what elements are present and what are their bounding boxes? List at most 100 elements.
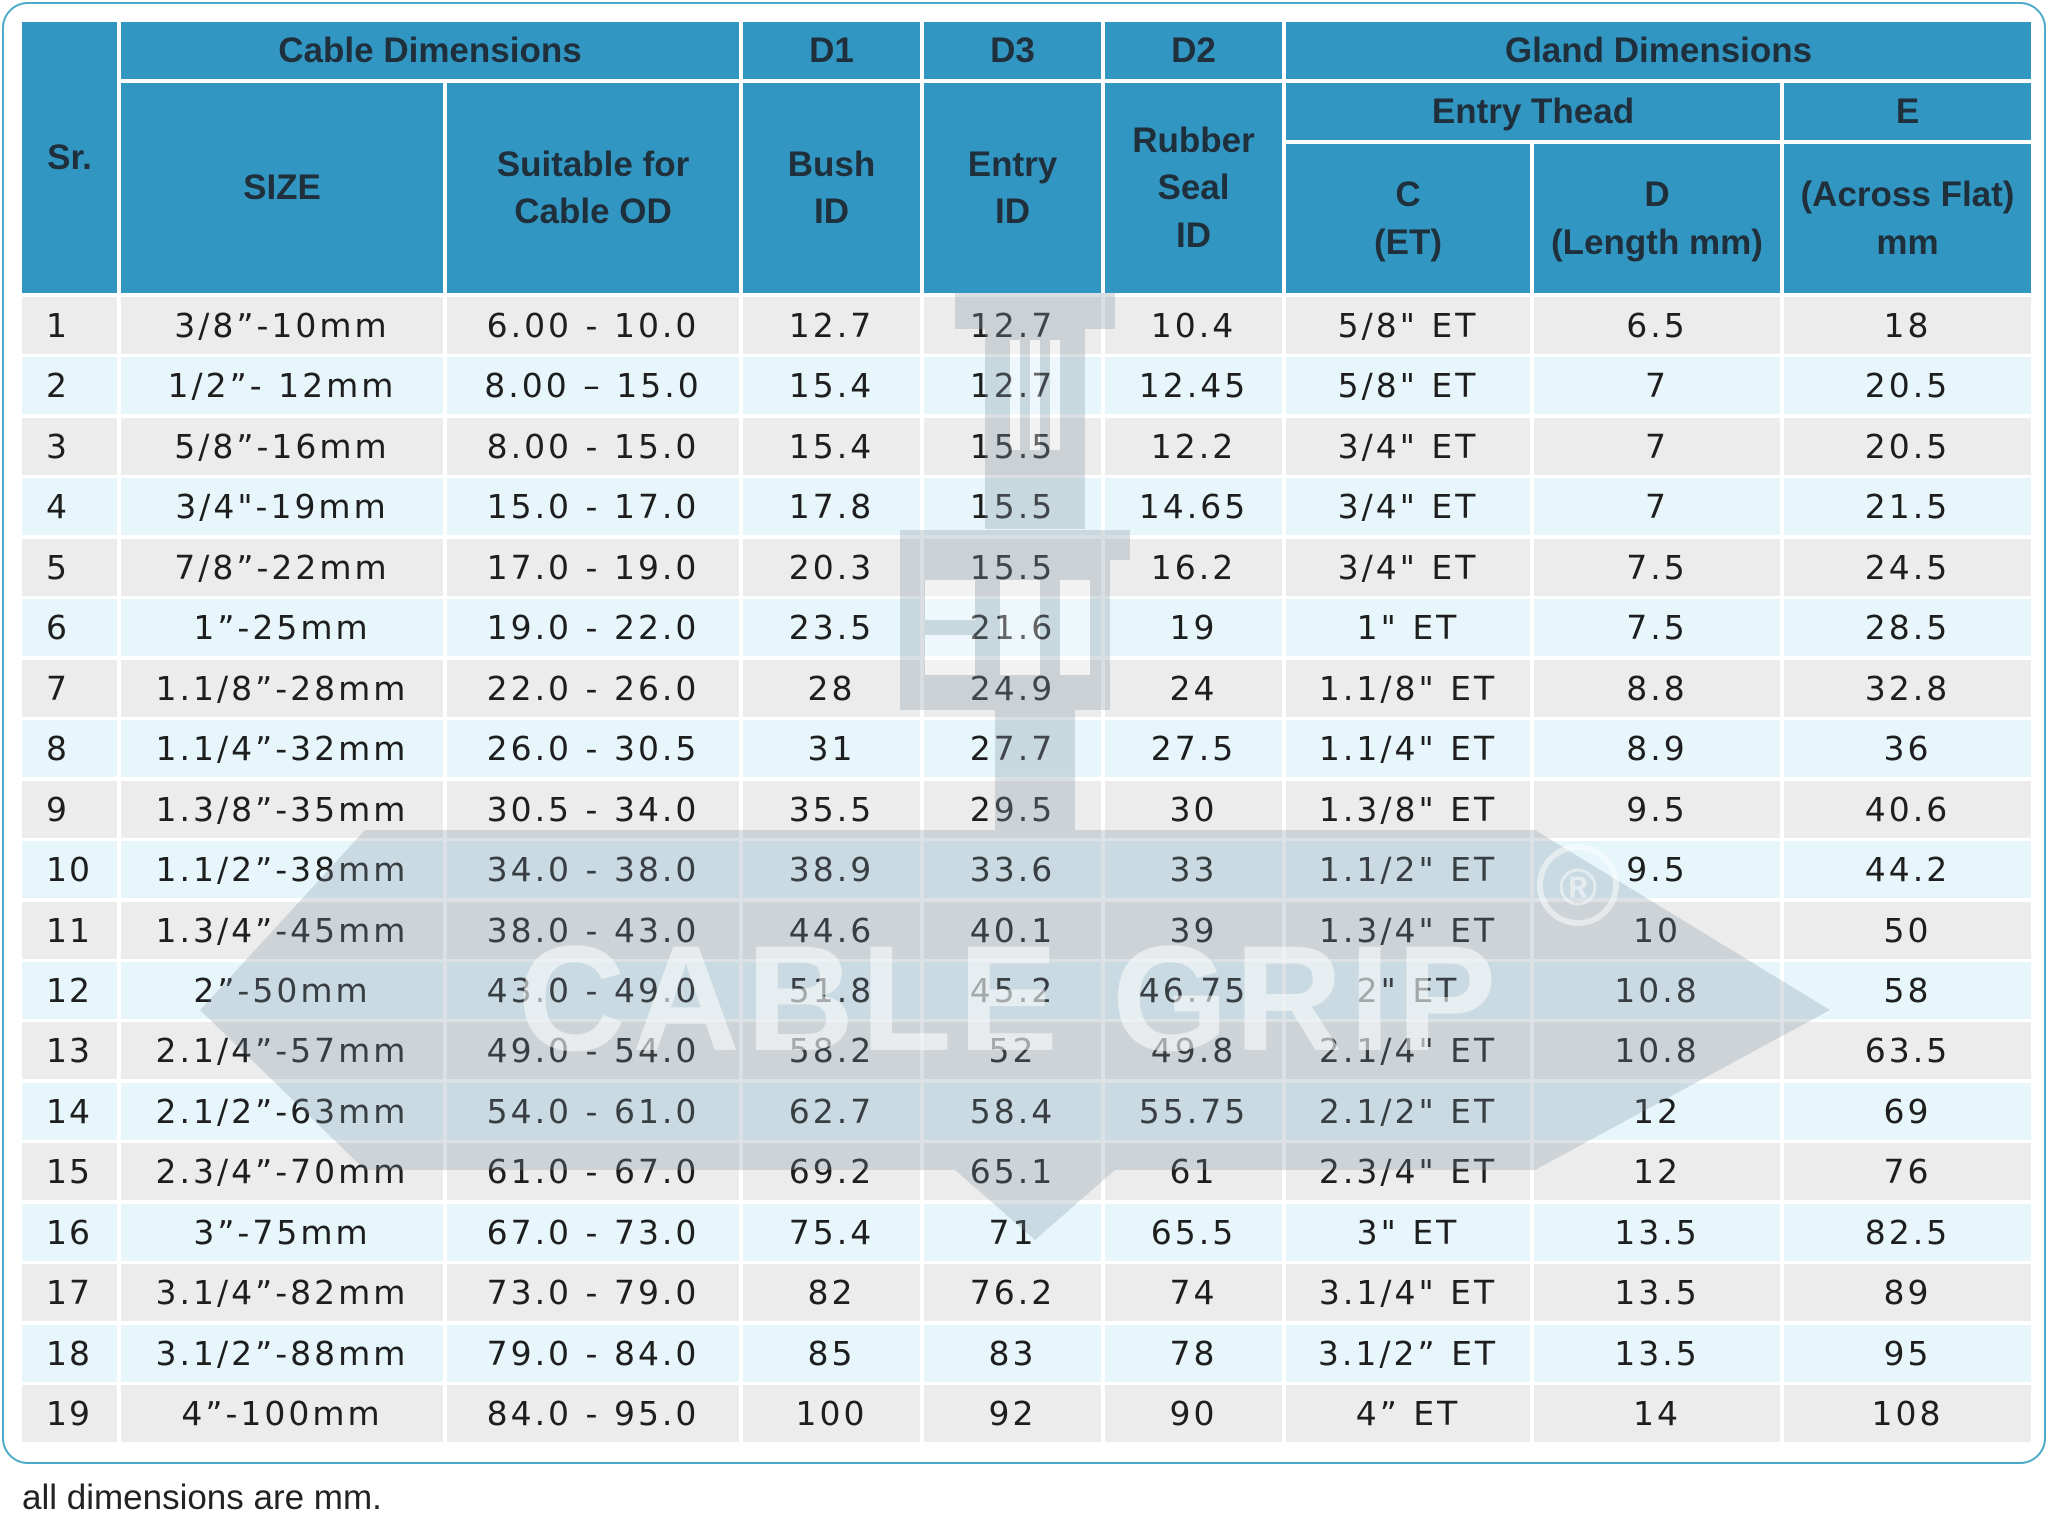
cell-rubber-seal-id: 39 — [1105, 901, 1282, 959]
cell-entry-id: 27.7 — [924, 720, 1101, 778]
cell-size: 2.3/4”-70mm — [121, 1143, 443, 1201]
cell-length: 12 — [1534, 1143, 1780, 1201]
cell-entry-id: 12.7 — [924, 297, 1101, 354]
cell-cable-od: 49.0 - 54.0 — [447, 1022, 739, 1080]
cell-entry-thread: 3/4" ET — [1286, 417, 1530, 475]
cell-across-flat: 36 — [1784, 720, 2031, 778]
cell-entry-thread: 1.1/2" ET — [1286, 841, 1530, 899]
cell-across-flat: 40.6 — [1784, 780, 2031, 838]
cell-cable-od: 26.0 - 30.5 — [447, 720, 739, 778]
cell-entry-thread: 2.1/4" ET — [1286, 1022, 1530, 1080]
cell-rubber-seal-id: 49.8 — [1105, 1022, 1282, 1080]
cell-entry-id: 29.5 — [924, 780, 1101, 838]
header-across-flat: (Across Flat) mm — [1784, 144, 2031, 293]
cell-cable-od: 17.0 - 19.0 — [447, 538, 739, 596]
cell-entry-thread: 1.3/8" ET — [1286, 780, 1530, 838]
cell-entry-thread: 2" ET — [1286, 961, 1530, 1019]
cell-cable-od: 54.0 - 61.0 — [447, 1082, 739, 1140]
cell-across-flat: 108 — [1784, 1385, 2031, 1443]
cell-length: 8.9 — [1534, 720, 1780, 778]
cell-entry-id: 15.5 — [924, 417, 1101, 475]
cell-sr: 18 — [22, 1324, 117, 1382]
cell-entry-thread: 4” ET — [1286, 1385, 1530, 1443]
cell-cable-od: 73.0 - 79.0 — [447, 1264, 739, 1322]
cell-size: 1”-25mm — [121, 599, 443, 657]
cell-entry-id: 40.1 — [924, 901, 1101, 959]
header-d3: D3 — [924, 22, 1101, 79]
footnote: all dimensions are mm. — [22, 1478, 382, 1517]
cell-size: 1.3/4”-45mm — [121, 901, 443, 959]
cell-sr: 8 — [22, 720, 117, 778]
cell-entry-id: 76.2 — [924, 1264, 1101, 1322]
cell-bush-id: 28 — [743, 659, 920, 717]
header-suitable-cable-od: Suitable for Cable OD — [447, 83, 739, 293]
cell-bush-id: 75.4 — [743, 1203, 920, 1261]
cell-size: 7/8”-22mm — [121, 538, 443, 596]
cell-size: 5/8”-16mm — [121, 417, 443, 475]
cell-across-flat: 18 — [1784, 297, 2031, 354]
cell-rubber-seal-id: 61 — [1105, 1143, 1282, 1201]
cell-size: 2.1/4”-57mm — [121, 1022, 443, 1080]
cell-entry-id: 15.5 — [924, 478, 1101, 536]
cell-length: 8.8 — [1534, 659, 1780, 717]
cell-cable-od: 84.0 - 95.0 — [447, 1385, 739, 1443]
cell-entry-id: 33.6 — [924, 841, 1101, 899]
cell-entry-id: 15.5 — [924, 538, 1101, 596]
cell-size: 1.1/4”-32mm — [121, 720, 443, 778]
cell-bush-id: 20.3 — [743, 538, 920, 596]
header-sr: Sr. — [22, 22, 117, 293]
cell-sr: 5 — [22, 538, 117, 596]
cell-bush-id: 35.5 — [743, 780, 920, 838]
cell-across-flat: 28.5 — [1784, 599, 2031, 657]
cell-length: 7 — [1534, 357, 1780, 415]
cell-entry-thread: 2.1/2" ET — [1286, 1082, 1530, 1140]
cell-cable-od: 67.0 - 73.0 — [447, 1203, 739, 1261]
cell-size: 4”-100mm — [121, 1385, 443, 1443]
cell-bush-id: 51.8 — [743, 961, 920, 1019]
cell-sr: 1 — [22, 297, 117, 354]
cell-length: 7.5 — [1534, 538, 1780, 596]
cell-bush-id: 31 — [743, 720, 920, 778]
cell-rubber-seal-id: 55.75 — [1105, 1082, 1282, 1140]
cell-length: 7 — [1534, 478, 1780, 536]
cell-length: 10.8 — [1534, 1022, 1780, 1080]
cell-bush-id: 15.4 — [743, 417, 920, 475]
cell-rubber-seal-id: 12.45 — [1105, 357, 1282, 415]
cell-across-flat: 58 — [1784, 961, 2031, 1019]
cell-bush-id: 15.4 — [743, 357, 920, 415]
cell-entry-thread: 3/4" ET — [1286, 478, 1530, 536]
cell-length: 9.5 — [1534, 841, 1780, 899]
cell-length: 9.5 — [1534, 780, 1780, 838]
header-d2: D2 — [1105, 22, 1282, 79]
cell-rubber-seal-id: 90 — [1105, 1385, 1282, 1443]
cell-across-flat: 20.5 — [1784, 417, 2031, 475]
cell-cable-od: 6.00 - 10.0 — [447, 297, 739, 354]
cell-size: 3/8”-10mm — [121, 297, 443, 354]
cell-entry-thread: 3" ET — [1286, 1203, 1530, 1261]
cell-bush-id: 82 — [743, 1264, 920, 1322]
cell-bush-id: 58.2 — [743, 1022, 920, 1080]
cell-across-flat: 89 — [1784, 1264, 2031, 1322]
cell-sr: 13 — [22, 1022, 117, 1080]
cell-across-flat: 20.5 — [1784, 357, 2031, 415]
cell-across-flat: 95 — [1784, 1324, 2031, 1382]
cell-rubber-seal-id: 14.65 — [1105, 478, 1282, 536]
cell-size: 1/2”- 12mm — [121, 357, 443, 415]
cell-rubber-seal-id: 27.5 — [1105, 720, 1282, 778]
cell-entry-thread: 1.1/8" ET — [1286, 659, 1530, 717]
cell-bush-id: 12.7 — [743, 297, 920, 354]
cell-bush-id: 62.7 — [743, 1082, 920, 1140]
cell-across-flat: 32.8 — [1784, 659, 2031, 717]
cell-bush-id: 69.2 — [743, 1143, 920, 1201]
cell-entry-id: 58.4 — [924, 1082, 1101, 1140]
header-entry-id: Entry ID — [924, 83, 1101, 293]
cell-entry-thread: 3/4" ET — [1286, 538, 1530, 596]
cell-sr: 17 — [22, 1264, 117, 1322]
cell-cable-od: 22.0 - 26.0 — [447, 659, 739, 717]
cell-sr: 19 — [22, 1385, 117, 1443]
cell-rubber-seal-id: 24 — [1105, 659, 1282, 717]
header-entry-thread: Entry Thead — [1286, 83, 1780, 140]
cell-entry-thread: 5/8" ET — [1286, 297, 1530, 354]
cell-sr: 6 — [22, 599, 117, 657]
cell-size: 1.1/8”-28mm — [121, 659, 443, 717]
